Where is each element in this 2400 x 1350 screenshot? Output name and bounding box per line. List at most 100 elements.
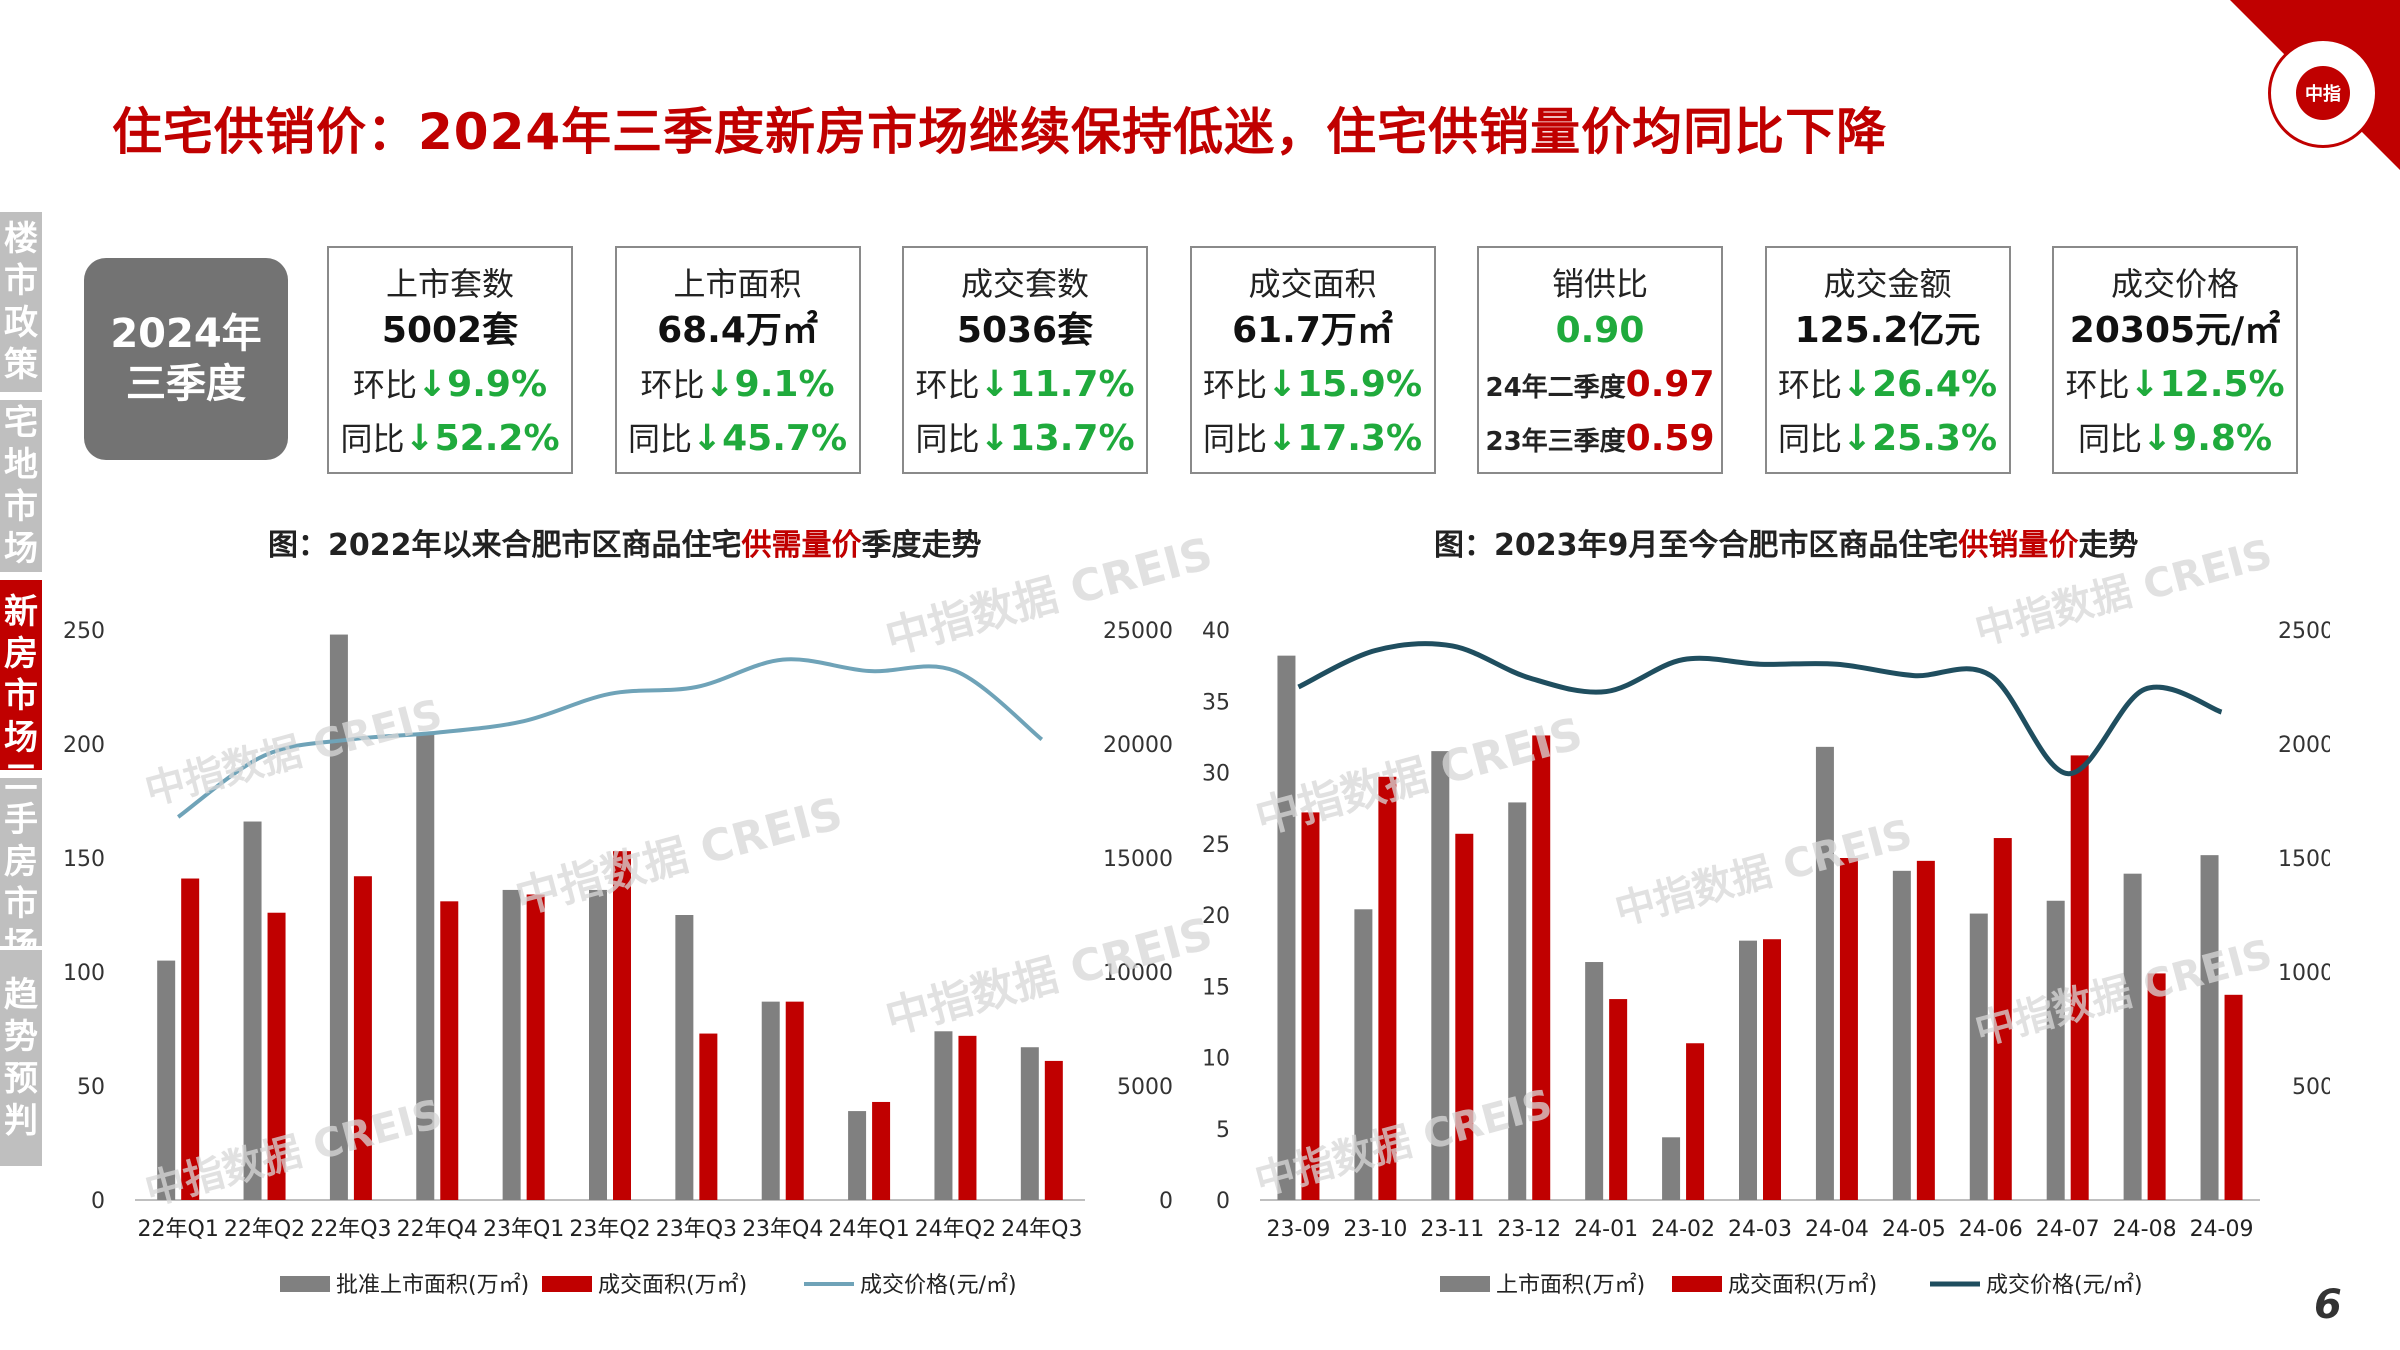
sold-bar [1686, 1043, 1705, 1200]
page-number: 6 [2314, 1282, 2342, 1328]
sold-bar [1993, 838, 2012, 1200]
sidebar-item-4[interactable]: 趋势预判 [0, 950, 42, 1166]
x-tick-label: 23年Q2 [569, 1217, 650, 1242]
sidebar-item-1[interactable]: 宅地市场 [0, 400, 42, 572]
kpi-row-1-prefix: 环比 [1202, 366, 1267, 404]
kpi-row-2-prefix: 同比 [627, 420, 692, 458]
sold-bar [958, 1035, 977, 1200]
y2-tick-label: 5000 [1117, 1075, 1173, 1100]
kpi-row-1-prefix: 24年二季度 [1485, 373, 1626, 403]
y-tick-label: 20 [1202, 904, 1230, 929]
sold-bar [2147, 973, 2166, 1200]
sold-bar [1763, 939, 1781, 1200]
sold-bar [1044, 1060, 1063, 1200]
kpi-row-1-value: ↓26.4% [1841, 364, 1998, 405]
legend-swatch [1672, 1276, 1722, 1292]
y2-tick-label: 0 [1159, 1189, 1173, 1214]
sold-bar [1839, 858, 1858, 1200]
x-tick-label: 24-08 [2113, 1217, 2177, 1242]
kpi-row-2-prefix: 同比 [1202, 420, 1267, 458]
supply-bar [1277, 655, 1296, 1200]
kpi-row-1-prefix: 环比 [2065, 366, 2130, 404]
y2-tick-label: 25000 [1103, 619, 1173, 644]
kpi-row-2-prefix: 同比 [1777, 420, 1842, 458]
supply-bar [157, 960, 176, 1200]
supply-bar [1585, 962, 1604, 1200]
left-chart-title-post: 季度走势 [861, 528, 982, 563]
sidebar-item-0[interactable]: 楼市政策 [0, 212, 42, 392]
supply-bar [2046, 900, 2065, 1200]
sold-bar [1301, 812, 1320, 1200]
x-tick-label: 23年Q4 [742, 1217, 823, 1242]
kpi-value: 5002套 [381, 310, 519, 351]
kpi-row-2-value: 0.59 [1625, 418, 1715, 459]
y2-tick-label: 5000 [2292, 1075, 2330, 1100]
sold-bar [526, 894, 545, 1200]
legend-swatch [1440, 1276, 1490, 1292]
supply-bar [2123, 873, 2142, 1200]
x-tick-label: 23-11 [1420, 1217, 1484, 1242]
supply-bar [1020, 1047, 1039, 1200]
kpi-card-2: 成交套数 5036套 环比↓11.7% 同比↓13.7% [902, 246, 1148, 474]
kpi-value: 0.90 [1555, 310, 1645, 351]
sold-bar [699, 1033, 718, 1200]
x-tick-label: 22年Q1 [138, 1217, 219, 1242]
kpi-row-1-value: ↓15.9% [1266, 364, 1423, 405]
legend-label: 成交面积(万㎡) [598, 1272, 747, 1298]
kpi-value: 5036套 [956, 310, 1094, 351]
sold-bar [872, 1101, 891, 1200]
kpi-row-1-prefix: 环比 [352, 366, 417, 404]
y-tick-label: 10 [1202, 1047, 1230, 1072]
kpi-row-1-value: ↓9.9% [417, 364, 548, 405]
kpi-row-2-prefix: 同比 [915, 420, 980, 458]
x-tick-label: 23-09 [1266, 1217, 1330, 1242]
sidebar-item-3[interactable]: 二手房市场 [0, 758, 42, 966]
kpi-row-2-prefix: 同比 [340, 420, 405, 458]
kpi-card-1: 上市面积 68.4万㎡ 环比↓9.1% 同比↓45.7% [614, 246, 861, 474]
chart-monthly-supply-sales: 0510152025303540050001000015000200002500… [1202, 619, 2330, 1298]
y-tick-label: 150 [63, 847, 105, 872]
y-tick-label: 25 [1202, 833, 1230, 858]
quarter-year: 2024年 [110, 311, 262, 357]
kpi-row-2-value: ↓25.3% [1841, 418, 1998, 459]
supply-bar [1815, 746, 1834, 1200]
logo-seal: 中指 [2268, 38, 2378, 148]
supply-bar [761, 1001, 780, 1200]
sold-bar [440, 901, 459, 1200]
kpi-row-2-value: ↓17.3% [1266, 418, 1423, 459]
supply-bar [1662, 1137, 1681, 1200]
kpi-value: 61.7万㎡ [1232, 310, 1393, 351]
supply-bar [934, 1031, 953, 1200]
supply-bar [416, 734, 435, 1200]
kpi-label: 成交套数 [960, 265, 1089, 303]
kpi-value: 20305元/㎡ [2069, 310, 2281, 351]
sold-bar [353, 876, 372, 1200]
kpi-card-4: 销供比 0.90 24年二季度0.97 23年三季度0.59 [1477, 246, 1723, 474]
y-tick-label: 200 [63, 733, 105, 758]
kpi-row-1: 环比↓26.4% [1767, 358, 2009, 412]
kpi-row-1-value: ↓9.1% [704, 364, 835, 405]
kpi-row-1-value: ↓12.5% [2129, 364, 2285, 405]
x-tick-label: 24年Q3 [1001, 1217, 1082, 1242]
kpi-label: 销供比 [1551, 265, 1648, 303]
x-tick-label: 24-04 [1805, 1217, 1869, 1242]
legend-label: 成交价格(元/㎡) [1986, 1272, 2143, 1298]
y2-tick-label: 25000 [2278, 619, 2330, 644]
y-tick-label: 35 [1202, 690, 1230, 715]
kpi-row-2: 同比↓9.8% [2054, 412, 2296, 466]
kpi-row-2-value: ↓13.7% [979, 418, 1135, 459]
x-tick-label: 22年Q3 [310, 1217, 391, 1242]
right-chart-title-highlight: 供销量价 [1958, 528, 2079, 563]
price-line [1297, 641, 2223, 777]
kpi-row-1-value: 0.97 [1625, 364, 1715, 405]
kpi-row-2: 同比↓45.7% [617, 412, 859, 466]
quarter-badge: 2024年 三季度 [84, 258, 288, 460]
supply-bar [1739, 940, 1757, 1200]
y-tick-label: 100 [63, 961, 105, 986]
x-tick-label: 24年Q1 [828, 1217, 909, 1242]
kpi-row-2-prefix: 23年三季度 [1485, 427, 1626, 457]
kpi-value: 125.2亿元 [1794, 310, 1981, 351]
left-chart-title: 图：2022年以来合肥市区商品住宅供需量价季度走势 [268, 520, 982, 564]
sidebar-item-2[interactable]: 新房市场 [0, 580, 42, 770]
x-tick-label: 24年Q2 [915, 1217, 996, 1242]
